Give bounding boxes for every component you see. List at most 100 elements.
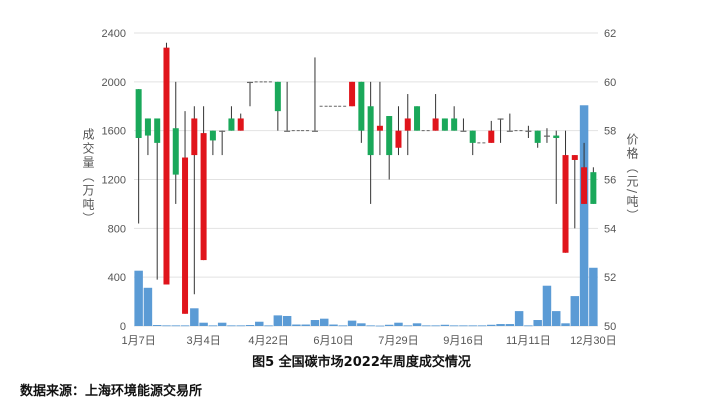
x-tick-label: 9月16日 — [443, 335, 483, 347]
volume-bar — [292, 324, 301, 326]
candle-body — [237, 118, 244, 131]
candle-body — [414, 106, 421, 131]
volume-bar — [570, 296, 580, 326]
candle-body — [247, 81, 253, 84]
volume-bar — [524, 325, 533, 327]
left-tick-label: 1600 — [102, 126, 126, 138]
volume-bar — [338, 325, 348, 327]
volume-bar — [487, 324, 496, 326]
candle-body — [581, 167, 588, 204]
x-tick-label: 12月30日 — [570, 335, 616, 347]
left-tick-label: 2400 — [102, 28, 126, 40]
candle-body — [562, 155, 569, 253]
volume-bar — [357, 323, 366, 326]
volume-bar — [431, 325, 440, 327]
candle-body — [219, 130, 226, 132]
volume-bar — [190, 308, 199, 326]
left-tick-label: 800 — [108, 223, 126, 235]
volume-bar — [505, 324, 515, 326]
volume-bar — [180, 325, 190, 327]
candle-body — [163, 47, 170, 285]
volume-bar — [171, 325, 180, 327]
candle-body — [144, 118, 151, 136]
candle-body — [154, 118, 161, 143]
candle-body — [404, 118, 411, 131]
volume-bar — [162, 325, 171, 327]
candle-body — [534, 130, 541, 143]
volume-bar — [552, 311, 561, 326]
left-tick-label: 1200 — [102, 175, 126, 187]
x-tick-label: 3月4日 — [186, 335, 220, 347]
x-tick-label: 7月29日 — [378, 335, 418, 347]
candle-body — [451, 118, 458, 131]
right-tick-label: 62 — [604, 28, 616, 40]
volume-bar — [477, 325, 487, 327]
candle-body — [376, 125, 383, 131]
volume-bar — [199, 322, 208, 326]
candle-body — [182, 157, 189, 314]
left-axis-label: 成交量（万吨） — [81, 128, 95, 226]
candle-body — [553, 135, 560, 138]
candle-body — [191, 118, 198, 156]
candle-body — [209, 130, 216, 141]
volume-bar — [329, 324, 338, 326]
right-tick-label: 58 — [604, 126, 616, 138]
volume-bar — [412, 323, 422, 326]
right-tick-label: 56 — [604, 175, 616, 187]
volume-bar — [301, 324, 310, 326]
candle-body — [274, 81, 281, 112]
data-source: 数据来源：上海环境能源交易所 — [20, 384, 203, 399]
candle-body — [284, 130, 291, 132]
candle-body — [395, 130, 402, 148]
left-tick-label: 0 — [120, 321, 126, 333]
volume-bar — [134, 270, 143, 326]
candle-body — [488, 130, 495, 143]
volume-bar — [217, 322, 227, 326]
candle-body — [358, 81, 365, 131]
volume-bar — [347, 320, 357, 326]
x-tick-label: 1月7日 — [122, 335, 156, 347]
candle-body — [497, 118, 504, 120]
candle-body — [228, 118, 235, 131]
candle-body — [172, 128, 179, 175]
volume-bar — [273, 315, 283, 326]
candle-body — [135, 89, 142, 138]
volume-bar — [468, 325, 477, 327]
volume-bar — [264, 325, 273, 327]
left-tick-label: 400 — [108, 272, 126, 284]
volume-bar — [366, 325, 375, 327]
right-tick-label: 60 — [604, 77, 616, 89]
candle-body — [367, 106, 374, 156]
x-tick-label: 4月22日 — [248, 335, 288, 347]
volume-bar — [561, 323, 570, 326]
candle-body — [200, 133, 207, 261]
volume-bar — [208, 325, 218, 327]
right-tick-label: 50 — [604, 321, 616, 333]
candle-body — [525, 130, 532, 132]
right-tick-label: 52 — [604, 272, 616, 284]
volume-bar — [542, 285, 552, 326]
volume-bar — [245, 325, 255, 326]
volume-bar — [375, 325, 385, 327]
left-tick-label: 2000 — [102, 77, 126, 89]
volume-bar — [320, 318, 329, 326]
volume-bar — [255, 321, 264, 326]
candle-body — [441, 118, 448, 131]
x-tick-label: 6月10日 — [313, 335, 353, 347]
volume-bar — [143, 287, 153, 326]
volume-bar — [579, 105, 589, 326]
volume-bar — [496, 324, 505, 326]
candle-body — [386, 116, 393, 156]
candle-body — [469, 130, 476, 143]
candle-body — [571, 155, 578, 160]
candle-body — [432, 118, 439, 131]
candle-body — [543, 135, 550, 137]
candle-body — [349, 81, 356, 107]
volume-bar — [514, 311, 524, 326]
candle-body — [460, 130, 467, 132]
volume-bar — [282, 315, 292, 326]
volume-bar — [236, 325, 245, 327]
right-tick-label: 54 — [604, 223, 616, 235]
volume-bar — [440, 324, 450, 326]
